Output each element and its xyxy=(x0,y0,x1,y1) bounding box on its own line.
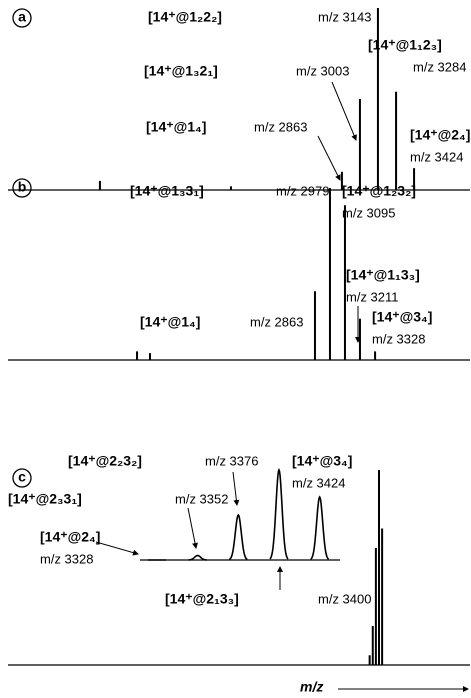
peak-mz: m/z 3400 xyxy=(318,591,371,606)
peak-formula: [14⁺@2₄] xyxy=(410,127,470,143)
peak-mz: m/z 3424 xyxy=(410,149,463,164)
peak-formula: [14⁺@2₁3₃] xyxy=(165,591,239,607)
peak-formula: [14⁺@3₄] xyxy=(292,453,352,469)
arrow xyxy=(187,507,198,549)
arrow xyxy=(232,471,240,506)
peak-formula: [14⁺@1₁2₃] xyxy=(368,37,442,53)
arrow xyxy=(317,135,341,181)
panel-label: a xyxy=(18,9,26,25)
inset-peak xyxy=(269,467,289,560)
peak-mz: m/z 3376 xyxy=(205,453,258,468)
peak-mz: m/z 2863 xyxy=(254,119,307,134)
peak-formula: [14⁺@1₂2₂] xyxy=(148,9,222,25)
arrow xyxy=(95,541,139,556)
inset-peak xyxy=(228,513,248,561)
panel-badge xyxy=(12,8,32,28)
panel-badge xyxy=(12,178,32,198)
peak-mz: m/z 3284 xyxy=(413,59,466,74)
arrow xyxy=(331,81,357,141)
peak-mz: m/z 3095 xyxy=(342,205,395,220)
peak-mz: m/z 3211 xyxy=(346,289,399,304)
x-axis-label: m/z xyxy=(300,679,323,695)
inset-peak xyxy=(188,554,207,561)
peak-formula: [14⁺@2₃3₁] xyxy=(8,491,82,507)
inset-peak xyxy=(310,495,330,560)
peak-formula: [14⁺@2₄] xyxy=(40,529,100,545)
peak-mz: m/z 3003 xyxy=(296,63,349,78)
peak-mz: m/z 3352 xyxy=(175,491,228,506)
peak-formula: [14⁺@1₄] xyxy=(146,119,206,135)
panel-badge xyxy=(12,468,32,488)
peak-formula: [14⁺@3₄] xyxy=(372,309,432,325)
peak-formula: [14⁺@1₃2₁] xyxy=(144,63,218,79)
peak-mz: m/z 3424 xyxy=(292,475,345,490)
peak-mz: m/z 3328 xyxy=(372,331,425,346)
peak-mz: m/z 2863 xyxy=(250,314,303,329)
peak-mz: m/z 2979 xyxy=(276,183,329,198)
peak-formula: [14⁺@2₂3₂] xyxy=(68,453,142,469)
panel-label: b xyxy=(18,179,27,195)
panel-label: c xyxy=(18,469,26,485)
peak-formula: [14⁺@1₁3₃] xyxy=(346,267,420,283)
peak-formula: [14⁺@1₂3₂] xyxy=(342,183,416,199)
peak-formula: [14⁺@1₃3₁] xyxy=(130,183,204,199)
peak-mz: m/z 3143 xyxy=(318,9,371,24)
peak-mz: m/z 3328 xyxy=(40,551,93,566)
peak-formula: [14⁺@1₄] xyxy=(140,314,200,330)
